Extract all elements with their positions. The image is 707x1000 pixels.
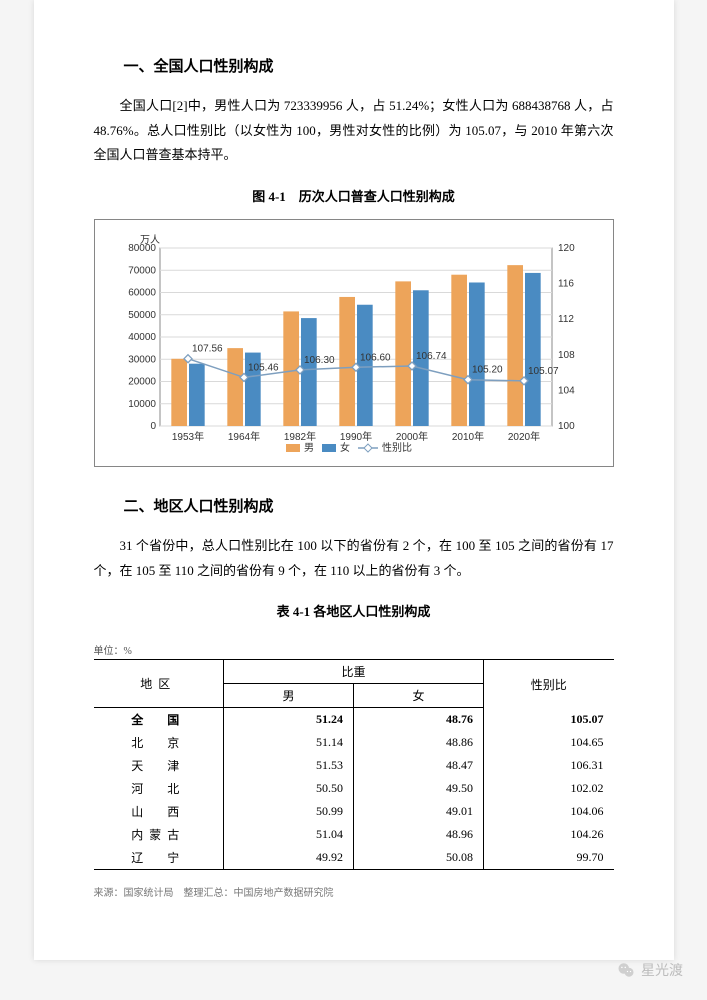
svg-text:1964年: 1964年: [227, 430, 259, 443]
section-1-heading: 一、全国人口性别构成: [94, 55, 614, 76]
svg-text:1982年: 1982年: [283, 430, 315, 443]
table-row: 辽 宁49.9250.0899.70: [94, 846, 614, 870]
cell-region: 全 国: [94, 708, 224, 732]
svg-text:40000: 40000: [128, 332, 156, 343]
svg-text:1953年: 1953年: [171, 430, 203, 443]
svg-text:性别比: 性别比: [382, 441, 412, 454]
svg-text:0: 0: [150, 421, 156, 432]
svg-text:男: 男: [304, 442, 314, 454]
cell-ratio: 104.65: [484, 731, 614, 754]
bar-male: [227, 348, 243, 426]
svg-text:万人: 万人: [140, 234, 160, 246]
table-title: 表 4-1 各地区人口性别构成: [94, 601, 614, 620]
bar-male: [451, 275, 467, 426]
ratio-label: 105.07: [528, 366, 559, 377]
bar-female: [469, 283, 485, 427]
source-note: 来源：国家统计局 整理汇总：中国房地产数据研究院: [94, 884, 614, 899]
th-male: 男: [224, 684, 354, 708]
svg-text:2020年: 2020年: [507, 430, 539, 443]
cell-male: 49.92: [224, 846, 354, 870]
cell-region: 河 北: [94, 777, 224, 800]
bar-male: [507, 265, 523, 426]
svg-text:2010年: 2010年: [451, 430, 483, 443]
cell-ratio: 104.06: [484, 800, 614, 823]
cell-female: 49.50: [354, 777, 484, 800]
cell-female: 48.76: [354, 708, 484, 732]
cell-male: 50.99: [224, 800, 354, 823]
svg-text:女: 女: [340, 441, 350, 454]
cell-female: 48.96: [354, 823, 484, 846]
cell-female: 48.86: [354, 731, 484, 754]
cell-ratio: 106.31: [484, 754, 614, 777]
th-female: 女: [354, 684, 484, 708]
bar-female: [525, 273, 541, 426]
bar-female: [189, 364, 205, 426]
th-ratio: 性别比: [484, 660, 614, 708]
watermark-text: 星光渡: [641, 960, 683, 980]
bar-male: [395, 281, 411, 426]
cell-female: 49.01: [354, 800, 484, 823]
ratio-label: 106.60: [360, 352, 391, 363]
table-unit: 单位：%: [94, 642, 614, 657]
table-row: 天 津51.5348.47106.31: [94, 754, 614, 777]
ratio-label: 107.56: [192, 344, 223, 355]
region-sex-table: 地区 比重 性别比 男 女 全 国51.2448.76105.07北 京51.1…: [94, 659, 614, 870]
cell-male: 51.24: [224, 708, 354, 732]
svg-text:104: 104: [558, 385, 575, 396]
svg-text:70000: 70000: [128, 265, 156, 276]
bar-female: [301, 318, 317, 426]
chart-container: 0100002000030000400005000060000700008000…: [94, 219, 614, 467]
section-1-paragraph: 全国人口[2]中，男性人口为 723339956 人，占 51.24%；女性人口…: [94, 94, 614, 168]
watermark: 星光渡: [617, 960, 683, 980]
svg-text:2000年: 2000年: [395, 430, 427, 443]
table-row: 内蒙古51.0448.96104.26: [94, 823, 614, 846]
cell-female: 50.08: [354, 846, 484, 870]
svg-text:112: 112: [558, 314, 574, 325]
svg-text:10000: 10000: [128, 399, 156, 410]
ratio-label: 106.30: [304, 355, 335, 366]
bar-female: [357, 305, 373, 426]
section-2-paragraph: 31 个省份中，总人口性别比在 100 以下的省份有 2 个，在 100 至 1…: [94, 534, 614, 583]
svg-text:108: 108: [558, 350, 575, 361]
bar-male: [339, 297, 355, 426]
table-row: 山 西50.9949.01104.06: [94, 800, 614, 823]
population-sex-chart: 0100002000030000400005000060000700008000…: [109, 230, 599, 460]
th-proportion: 比重: [224, 660, 484, 684]
th-region: 地区: [94, 660, 224, 708]
cell-ratio: 105.07: [484, 708, 614, 732]
table-row: 河 北50.5049.50102.02: [94, 777, 614, 800]
ratio-label: 105.20: [472, 365, 503, 376]
section-2-heading: 二、地区人口性别构成: [94, 495, 614, 516]
svg-text:100: 100: [558, 421, 575, 432]
wechat-icon: [617, 961, 635, 979]
svg-text:50000: 50000: [128, 310, 156, 321]
svg-text:30000: 30000: [128, 354, 156, 365]
ratio-label: 105.46: [248, 362, 279, 373]
table-row: 北 京51.1448.86104.65: [94, 731, 614, 754]
bar-male: [171, 359, 187, 426]
cell-region: 辽 宁: [94, 846, 224, 870]
cell-male: 51.53: [224, 754, 354, 777]
cell-female: 48.47: [354, 754, 484, 777]
cell-region: 天 津: [94, 754, 224, 777]
ratio-label: 106.74: [416, 351, 447, 362]
svg-text:20000: 20000: [128, 377, 156, 388]
svg-text:1990年: 1990年: [339, 430, 371, 443]
cell-male: 51.14: [224, 731, 354, 754]
cell-region: 内蒙古: [94, 823, 224, 846]
cell-male: 51.04: [224, 823, 354, 846]
svg-text:120: 120: [558, 243, 575, 254]
cell-male: 50.50: [224, 777, 354, 800]
document-page: 一、全国人口性别构成 全国人口[2]中，男性人口为 723339956 人，占 …: [34, 0, 674, 960]
chart-title: 图 4-1 历次人口普查人口性别构成: [94, 186, 614, 205]
cell-ratio: 102.02: [484, 777, 614, 800]
cell-region: 北 京: [94, 731, 224, 754]
svg-text:116: 116: [558, 279, 574, 290]
table-row: 全 国51.2448.76105.07: [94, 708, 614, 732]
cell-region: 山 西: [94, 800, 224, 823]
cell-ratio: 99.70: [484, 846, 614, 870]
svg-text:60000: 60000: [128, 288, 156, 299]
cell-ratio: 104.26: [484, 823, 614, 846]
